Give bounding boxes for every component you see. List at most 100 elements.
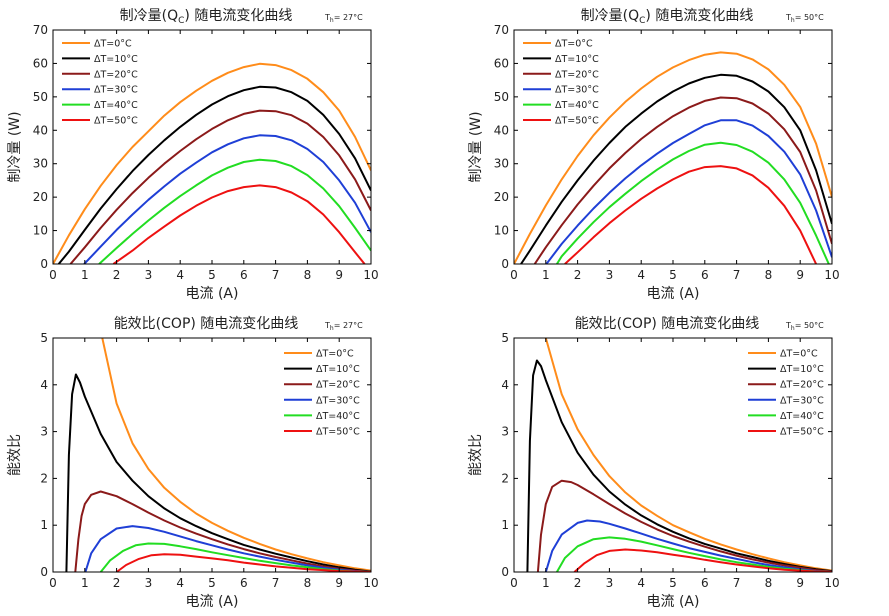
- x-tick-label: 4: [176, 576, 184, 590]
- x-tick-label: 0: [49, 268, 57, 282]
- x-tick-label: 7: [272, 268, 280, 282]
- y-tick-label: 20: [33, 190, 48, 204]
- y-tick-label: 70: [33, 23, 48, 37]
- y-tick-label: 2: [501, 471, 509, 485]
- series-line-5: [112, 184, 366, 264]
- legend-entry: ΔT=30°C: [94, 85, 138, 96]
- chart-title: 能效比(COP) 随电流变化曲线: [575, 316, 760, 332]
- y-tick-label: 10: [33, 224, 48, 238]
- x-tick-label: 8: [765, 268, 773, 282]
- y-tick-label: 10: [494, 224, 509, 238]
- legend-entry: ΔT=10°C: [555, 54, 599, 65]
- series-line-1: [65, 373, 371, 572]
- x-tick-label: 0: [510, 576, 518, 590]
- legend-entry: ΔT=50°C: [555, 116, 599, 127]
- x-tick-label: 6: [240, 576, 248, 590]
- temperature-note: Th= 27°C: [324, 13, 363, 24]
- x-tick-label: 1: [81, 576, 89, 590]
- x-tick-label: 2: [113, 268, 121, 282]
- x-tick-label: 10: [824, 268, 839, 282]
- legend-entry: ΔT=0°C: [780, 349, 818, 360]
- x-tick-label: 10: [363, 268, 378, 282]
- legend-entry: ΔT=50°C: [316, 427, 360, 438]
- legend-entry: ΔT=20°C: [94, 69, 138, 80]
- x-tick-label: 9: [796, 576, 804, 590]
- x-tick-label: 8: [765, 576, 773, 590]
- series-line-0: [101, 338, 371, 572]
- series-line-3: [544, 519, 832, 572]
- series-line-0: [53, 62, 371, 264]
- series-line-1: [57, 85, 371, 264]
- y-tick-label: 20: [494, 190, 509, 204]
- legend-entry: ΔT=0°C: [316, 349, 354, 360]
- legend-entry: ΔT=40°C: [780, 411, 824, 422]
- legend-entry: ΔT=30°C: [780, 395, 824, 406]
- chart-title: 能效比(COP) 随电流变化曲线: [114, 316, 299, 332]
- temperature-note: Th= 50°C: [785, 321, 824, 332]
- legend-entry: ΔT=40°C: [555, 100, 599, 111]
- series-line-4: [98, 158, 371, 264]
- x-tick-label: 7: [733, 268, 741, 282]
- y-tick-label: 30: [33, 157, 48, 171]
- x-tick-label: 9: [335, 268, 343, 282]
- x-tick-label: 1: [81, 268, 89, 282]
- series-line-2: [536, 479, 832, 572]
- y-tick-label: 5: [40, 331, 48, 345]
- x-tick-label: 8: [304, 268, 312, 282]
- panel-cop-27: 0 1 2 3 4 5 6 7 8 9 10 0 1 2 3 4 5 电流 (A) 能效比 能效比(COP) 随电流变…: [7, 316, 379, 610]
- chart-title: 制冷量(QC) 随电流变化曲线: [581, 8, 754, 26]
- x-tick-label: 3: [606, 268, 614, 282]
- x-tick-label: 10: [824, 576, 839, 590]
- x-tick-label: 6: [240, 268, 248, 282]
- y-axis-label: 能效比: [7, 434, 23, 476]
- y-tick-label: 0: [501, 565, 509, 579]
- x-tick-label: 8: [304, 576, 312, 590]
- legend-entry: ΔT=50°C: [94, 116, 138, 127]
- x-tick-label: 4: [637, 268, 645, 282]
- x-tick-label: 0: [49, 576, 57, 590]
- series-line-0: [544, 338, 832, 572]
- y-tick-label: 0: [40, 257, 48, 271]
- series-line-2: [74, 490, 371, 572]
- y-tick-label: 50: [33, 90, 48, 104]
- series-line-1: [520, 73, 832, 264]
- x-tick-label: 3: [606, 576, 614, 590]
- x-tick-label: 9: [335, 576, 343, 590]
- y-tick-label: 1: [40, 518, 48, 532]
- legend-entry: ΔT=40°C: [316, 411, 360, 422]
- series-line-4: [556, 141, 830, 264]
- legend-entry: ΔT=30°C: [555, 85, 599, 96]
- x-tick-label: 5: [669, 268, 677, 282]
- series-line-5: [573, 548, 832, 572]
- series-line-1: [526, 359, 832, 572]
- y-tick-label: 4: [501, 378, 509, 392]
- x-tick-label: 2: [113, 576, 121, 590]
- panel-cop-50: 0 1 2 3 4 5 6 7 8 9 10 0 1 2 3 4 5 电流 (A) 能效比 能效比(COP) 随电流变…: [468, 316, 840, 610]
- y-tick-label: 4: [40, 378, 48, 392]
- legend-entry: ΔT=10°C: [780, 364, 824, 375]
- x-tick-label: 5: [208, 268, 216, 282]
- x-tick-label: 10: [363, 576, 378, 590]
- x-tick-label: 5: [208, 576, 216, 590]
- temperature-note: Th= 50°C: [785, 13, 824, 24]
- legend-entry: ΔT=30°C: [316, 395, 360, 406]
- x-tick-label: 1: [542, 268, 550, 282]
- plot-frame: [513, 29, 833, 265]
- y-tick-label: 70: [494, 23, 509, 37]
- y-tick-label: 30: [494, 157, 509, 171]
- legend: ΔT=0°C ΔT=10°C ΔT=20°C ΔT=30°C ΔT=40°C ΔT=50°…: [62, 39, 138, 127]
- x-axis-label: 电流 (A): [186, 594, 239, 610]
- series-line-3: [83, 134, 371, 264]
- legend-entry: ΔT=10°C: [316, 364, 360, 375]
- legend-entry: ΔT=0°C: [94, 39, 132, 50]
- panel-qc-27: 0 1 2 3 4 5 6 7 8 9 10 0 10 20 30 40 50 60 70 电流 (A) 制冷量 (W)…: [7, 8, 379, 302]
- legend-entry: ΔT=0°C: [555, 39, 593, 50]
- series-line-3: [545, 119, 832, 264]
- legend-entry: ΔT=50°C: [780, 427, 824, 438]
- legend: ΔT=0°C ΔT=10°C ΔT=20°C ΔT=30°C ΔT=40°C ΔT=50°…: [523, 39, 599, 127]
- x-tick-label: 2: [574, 576, 582, 590]
- x-tick-label: 4: [176, 268, 184, 282]
- series-line-2: [533, 96, 832, 264]
- y-tick-label: 2: [40, 471, 48, 485]
- y-axis-label: 制冷量 (W): [7, 111, 23, 182]
